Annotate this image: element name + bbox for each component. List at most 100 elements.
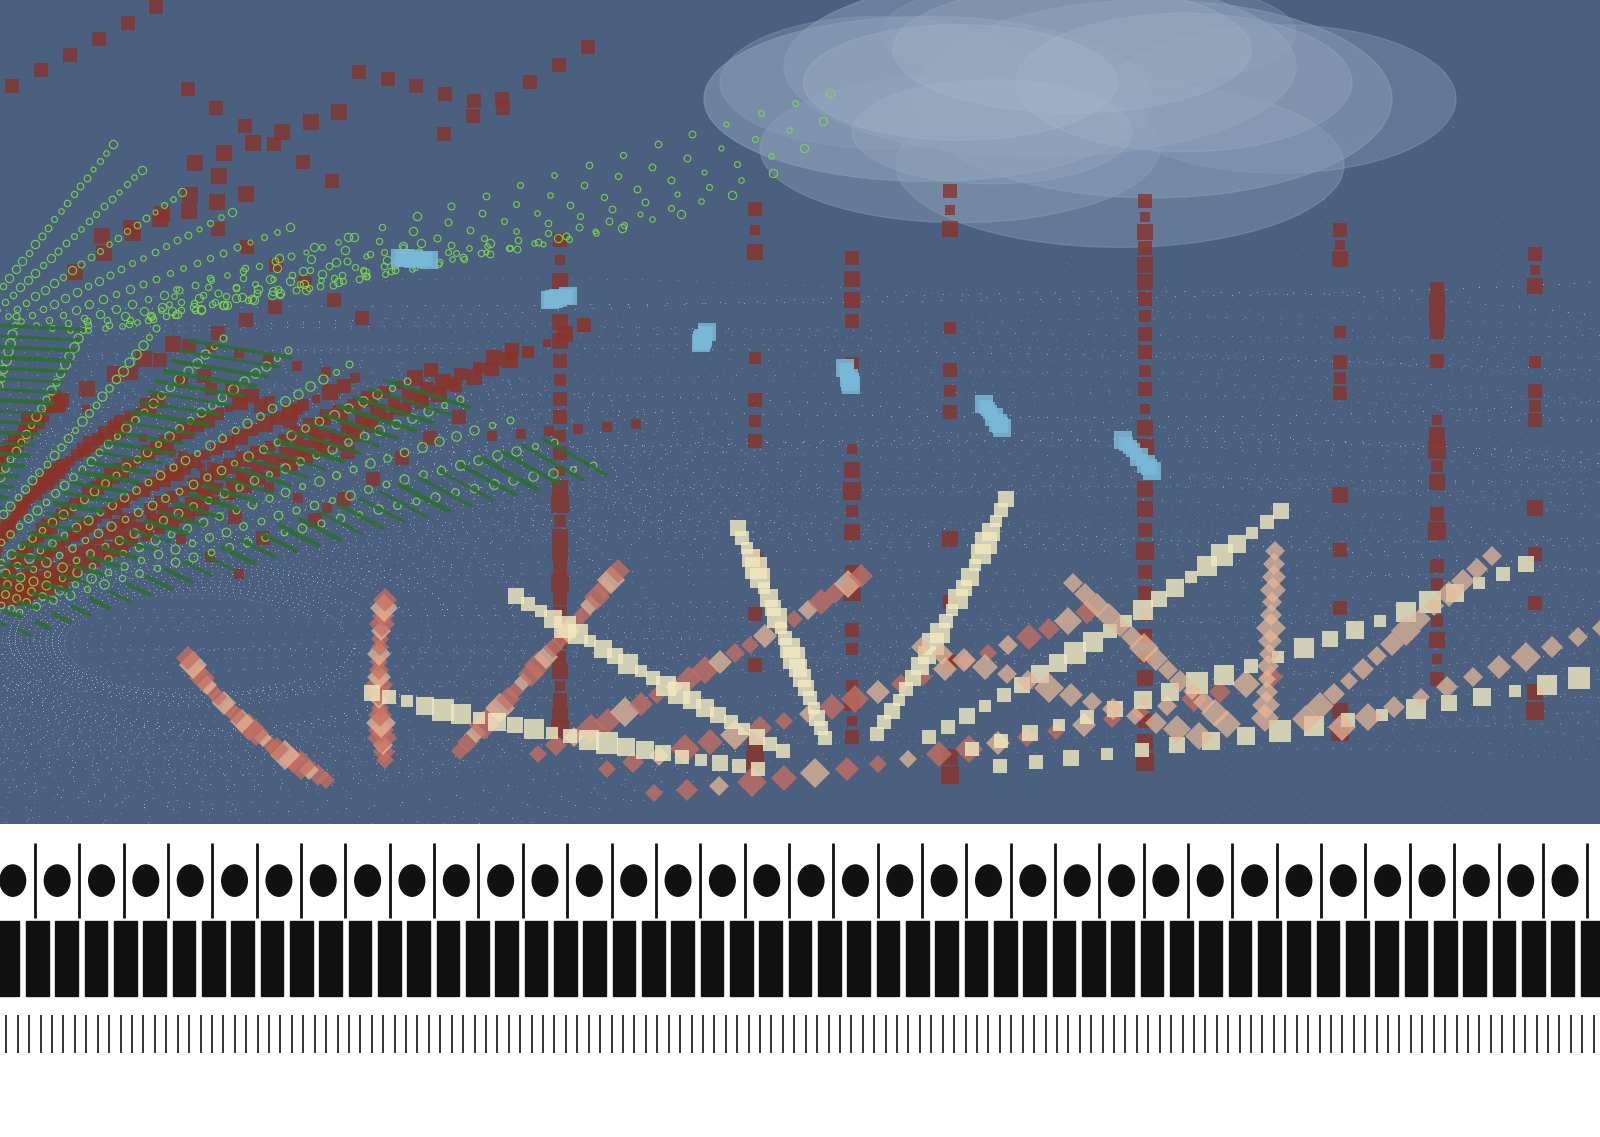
Bar [408, 921, 430, 996]
Bar [56, 921, 78, 996]
Bar [848, 921, 870, 996]
Ellipse shape [1064, 865, 1090, 896]
Ellipse shape [704, 16, 1152, 181]
Ellipse shape [798, 865, 824, 896]
Ellipse shape [0, 865, 26, 896]
Bar [1229, 921, 1251, 996]
Ellipse shape [310, 865, 336, 896]
Ellipse shape [621, 865, 646, 896]
Ellipse shape [222, 865, 248, 896]
Ellipse shape [1464, 865, 1490, 896]
Ellipse shape [851, 80, 1133, 184]
Ellipse shape [1419, 865, 1445, 896]
Ellipse shape [1016, 14, 1352, 151]
Bar [554, 921, 576, 996]
Bar [173, 921, 195, 996]
Bar [1053, 921, 1075, 996]
Ellipse shape [133, 865, 158, 896]
Ellipse shape [803, 25, 1117, 140]
Ellipse shape [709, 865, 734, 896]
Ellipse shape [1507, 865, 1533, 896]
Ellipse shape [896, 82, 1344, 248]
Ellipse shape [1242, 865, 1267, 896]
Bar [525, 921, 547, 996]
Ellipse shape [912, 0, 1392, 198]
Ellipse shape [666, 865, 691, 896]
Bar [613, 921, 635, 996]
Bar [1464, 921, 1486, 996]
Bar [877, 921, 899, 996]
Bar [730, 921, 752, 996]
Ellipse shape [784, 0, 1296, 157]
Bar [1200, 921, 1222, 996]
Bar [1024, 921, 1046, 996]
Bar [965, 921, 987, 996]
Ellipse shape [488, 865, 514, 896]
Ellipse shape [1197, 865, 1222, 896]
Ellipse shape [1109, 865, 1134, 896]
Bar [0, 921, 19, 996]
Bar [1434, 921, 1456, 996]
Ellipse shape [1374, 865, 1400, 896]
Ellipse shape [1331, 865, 1357, 896]
Bar [1405, 921, 1427, 996]
Ellipse shape [843, 865, 869, 896]
Bar [85, 921, 107, 996]
Bar [1346, 921, 1368, 996]
Ellipse shape [754, 865, 779, 896]
Bar [290, 921, 312, 996]
Bar [1552, 921, 1574, 996]
Bar [1112, 921, 1134, 996]
Bar [1376, 921, 1398, 996]
Bar [26, 921, 48, 996]
Ellipse shape [1552, 865, 1578, 896]
Ellipse shape [931, 865, 957, 896]
Bar [114, 921, 136, 996]
Ellipse shape [880, 0, 1296, 91]
Ellipse shape [45, 865, 70, 896]
Bar [672, 921, 694, 996]
Bar [437, 921, 459, 996]
Ellipse shape [398, 865, 424, 896]
Bar [994, 921, 1016, 996]
Bar [818, 921, 840, 996]
Bar [1317, 921, 1339, 996]
Bar [466, 921, 488, 996]
Bar [1170, 921, 1192, 996]
Ellipse shape [720, 16, 1040, 148]
Bar [144, 921, 166, 996]
Bar [1082, 921, 1104, 996]
Bar [202, 921, 224, 996]
Bar [936, 921, 958, 996]
Bar [642, 921, 664, 996]
Ellipse shape [1286, 865, 1312, 896]
Bar [1141, 921, 1163, 996]
Bar [261, 921, 283, 996]
Ellipse shape [1104, 25, 1456, 173]
Bar [320, 921, 342, 996]
Ellipse shape [178, 865, 203, 896]
Ellipse shape [886, 865, 912, 896]
Bar [584, 921, 606, 996]
Bar [1522, 921, 1544, 996]
Ellipse shape [355, 865, 381, 896]
Ellipse shape [976, 865, 1002, 896]
Bar [496, 921, 518, 996]
Bar [378, 921, 400, 996]
Ellipse shape [266, 865, 291, 896]
Ellipse shape [1021, 865, 1046, 896]
Bar [232, 921, 254, 996]
Bar [1581, 921, 1600, 996]
Ellipse shape [760, 74, 1160, 223]
Bar [349, 921, 371, 996]
Ellipse shape [1154, 865, 1179, 896]
Bar [760, 921, 782, 996]
Bar [1258, 921, 1280, 996]
Ellipse shape [533, 865, 558, 896]
Bar [1493, 921, 1515, 996]
Ellipse shape [443, 865, 469, 896]
Ellipse shape [576, 865, 602, 896]
Ellipse shape [88, 865, 114, 896]
Ellipse shape [893, 0, 1251, 113]
Bar [1288, 921, 1310, 996]
